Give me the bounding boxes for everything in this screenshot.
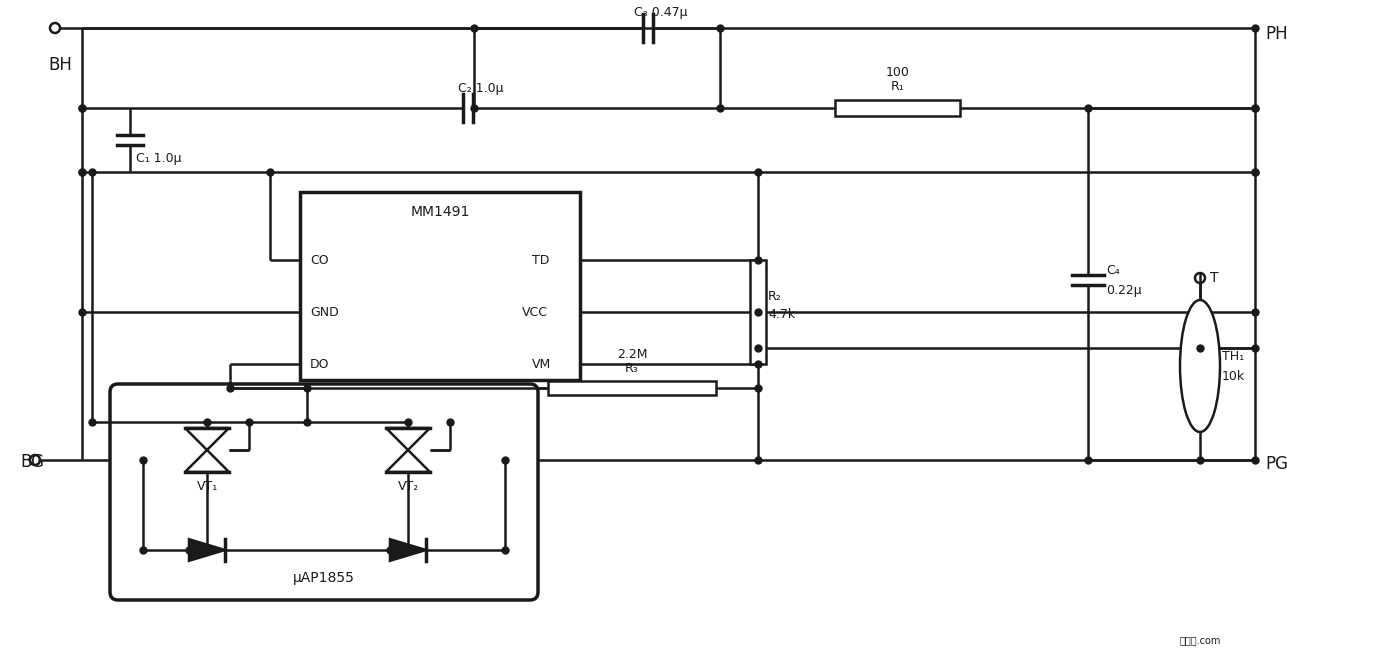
Polygon shape xyxy=(386,428,430,450)
Text: 接线图.com: 接线图.com xyxy=(1179,635,1220,645)
Bar xyxy=(750,260,766,364)
Text: C₁ 1.0μ: C₁ 1.0μ xyxy=(136,152,182,164)
Text: BG: BG xyxy=(21,453,44,471)
Text: TH₁: TH₁ xyxy=(1221,350,1245,362)
Text: PH: PH xyxy=(1265,25,1287,43)
Text: 2.2M: 2.2M xyxy=(617,348,647,360)
Text: C₄: C₄ xyxy=(1106,263,1120,277)
Text: R₁: R₁ xyxy=(891,80,905,92)
Bar xyxy=(834,100,960,116)
Text: 10k: 10k xyxy=(1221,370,1245,382)
Polygon shape xyxy=(386,450,430,472)
Text: VT₂: VT₂ xyxy=(398,479,419,493)
Text: C₂ 1.0μ: C₂ 1.0μ xyxy=(459,82,504,94)
Text: DO: DO xyxy=(310,358,329,370)
Text: CO: CO xyxy=(310,253,329,267)
Text: VM: VM xyxy=(532,358,551,370)
Polygon shape xyxy=(390,539,425,561)
Ellipse shape xyxy=(1180,300,1220,432)
Bar xyxy=(300,192,580,380)
Text: PG: PG xyxy=(1265,455,1287,473)
Text: GND: GND xyxy=(310,305,339,319)
Text: 0.22μ: 0.22μ xyxy=(1106,283,1142,297)
Text: VCC: VCC xyxy=(522,305,548,319)
Text: T: T xyxy=(1210,271,1219,285)
Text: TD: TD xyxy=(532,253,549,267)
Text: MM1491: MM1491 xyxy=(410,205,470,219)
Text: 100: 100 xyxy=(885,65,909,78)
Text: R₂: R₂ xyxy=(768,289,782,303)
Polygon shape xyxy=(185,428,229,450)
Bar xyxy=(548,381,716,395)
Text: R₃: R₃ xyxy=(625,362,639,374)
Text: μAP1855: μAP1855 xyxy=(293,571,355,585)
Text: VT₁: VT₁ xyxy=(197,479,218,493)
Text: C₃ 0.47μ: C₃ 0.47μ xyxy=(633,5,687,19)
Polygon shape xyxy=(189,539,224,561)
Polygon shape xyxy=(185,450,229,472)
Text: 4.7k: 4.7k xyxy=(768,307,795,321)
Text: BH: BH xyxy=(48,56,72,74)
FancyBboxPatch shape xyxy=(110,384,538,600)
